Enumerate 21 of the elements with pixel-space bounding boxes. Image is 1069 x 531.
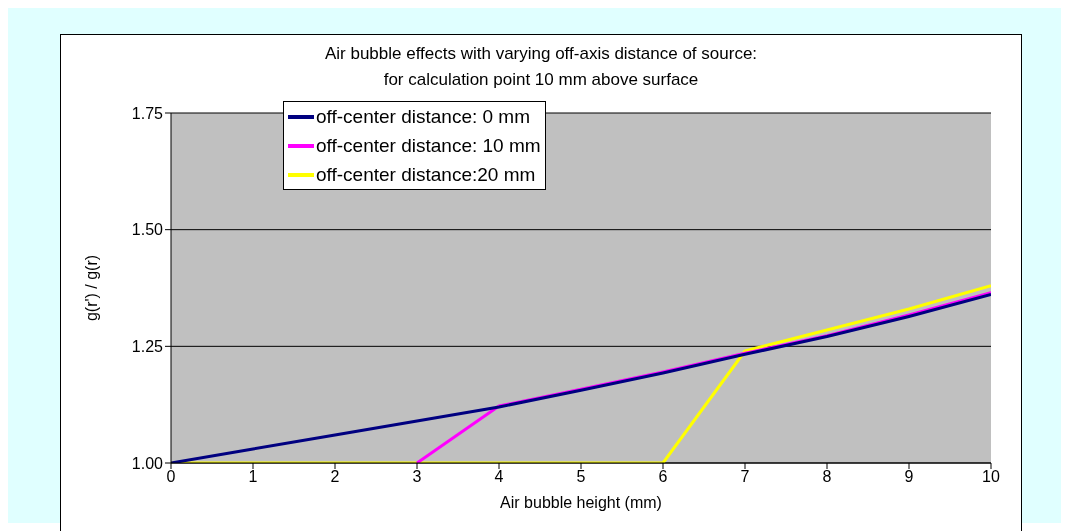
y-tick-label: 1.75 (131, 104, 164, 122)
x-tick-label: 4 (494, 468, 504, 486)
chart-title: Air bubble effects with varying off-axis distance of source: for calculation point 10 mm above surface (323, 43, 759, 91)
y-tick-label: 1.50 (131, 221, 164, 239)
legend-label: off-center distance: 10 mm (316, 134, 541, 158)
x-tick-label: 0 (166, 468, 176, 486)
legend-label: off-center distance:20 mm (316, 163, 536, 187)
x-tick-label: 1 (248, 468, 258, 486)
x-tick-label: 3 (412, 468, 422, 486)
y-axis-title: g(r') / g(r) (82, 254, 100, 322)
x-tick-label: 6 (658, 468, 668, 486)
x-tick-label: 2 (330, 468, 340, 486)
x-tick-label: 9 (904, 468, 914, 486)
legend-label: off-center distance: 0 mm (316, 105, 531, 129)
y-tick-label: 1.00 (131, 454, 164, 472)
x-tick-label: 7 (740, 468, 750, 486)
x-tick-label: 5 (576, 468, 586, 486)
x-tick-label: 10 (982, 468, 1000, 486)
x-axis-title: Air bubble height (mm) (500, 494, 662, 511)
y-tick-label: 1.25 (131, 338, 164, 356)
x-tick-label: 8 (822, 468, 832, 486)
